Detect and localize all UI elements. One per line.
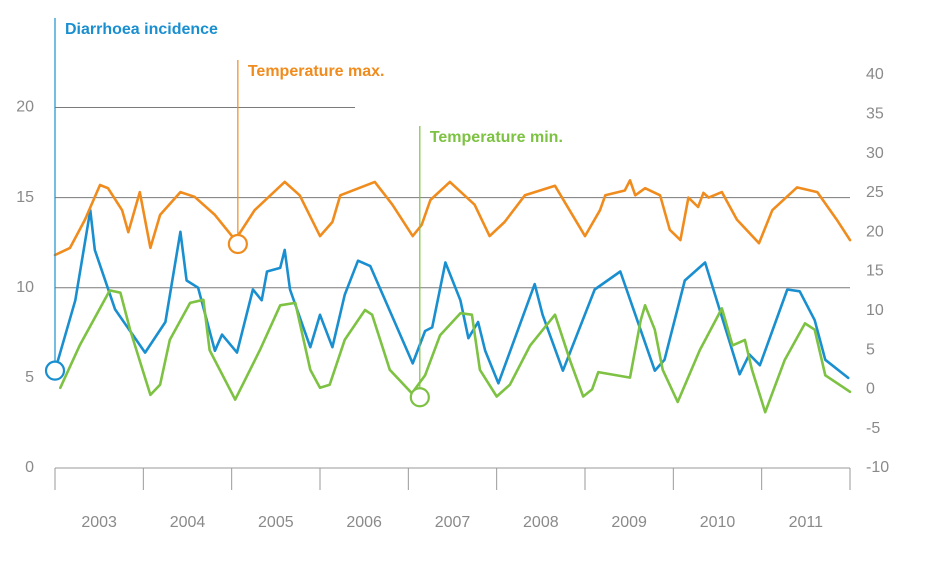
x-tick-label: 2004 xyxy=(170,514,206,531)
x-tick-label: 2003 xyxy=(81,514,117,531)
series-label: Temperature max. xyxy=(248,63,385,80)
y-tick-label: 15 xyxy=(16,189,34,206)
y-tick-label: 20 xyxy=(16,99,34,116)
x-tick-label: 2011 xyxy=(789,514,824,531)
y2-tick-label: 0 xyxy=(866,381,875,398)
y2-tick-label: 15 xyxy=(866,263,884,280)
y2-tick-label: 5 xyxy=(866,341,875,358)
x-tick-label: 2007 xyxy=(435,514,471,531)
y2-tick-label: 10 xyxy=(866,302,884,319)
series-label: Temperature min. xyxy=(430,129,563,146)
annotation-marker xyxy=(227,233,248,255)
annotation-marker xyxy=(44,360,66,381)
y-tick-label: 0 xyxy=(25,459,34,476)
y2-tick-label: -10 xyxy=(866,459,889,476)
data-line xyxy=(53,179,852,257)
y2-tick-label: 25 xyxy=(866,184,884,201)
y2-tick-label: 35 xyxy=(866,106,884,123)
annotation-marker xyxy=(409,387,430,408)
series-label: Diarrhoea incidence xyxy=(65,21,218,38)
data-line xyxy=(53,208,850,385)
y2-tick-label: 30 xyxy=(866,145,884,162)
y-tick-label: 10 xyxy=(16,279,34,296)
y2-tick-label: 20 xyxy=(866,223,884,240)
x-tick-label: 2005 xyxy=(258,514,294,531)
data-line xyxy=(58,289,852,414)
y2-tick-label: -5 xyxy=(866,420,880,437)
x-tick-label: 2010 xyxy=(700,514,736,531)
x-tick-label: 2008 xyxy=(523,514,559,531)
y-tick-label: 5 xyxy=(25,369,34,386)
x-tick-label: 2009 xyxy=(611,514,647,531)
x-tick-label: 2006 xyxy=(346,514,382,531)
y2-tick-label: 40 xyxy=(866,66,884,83)
